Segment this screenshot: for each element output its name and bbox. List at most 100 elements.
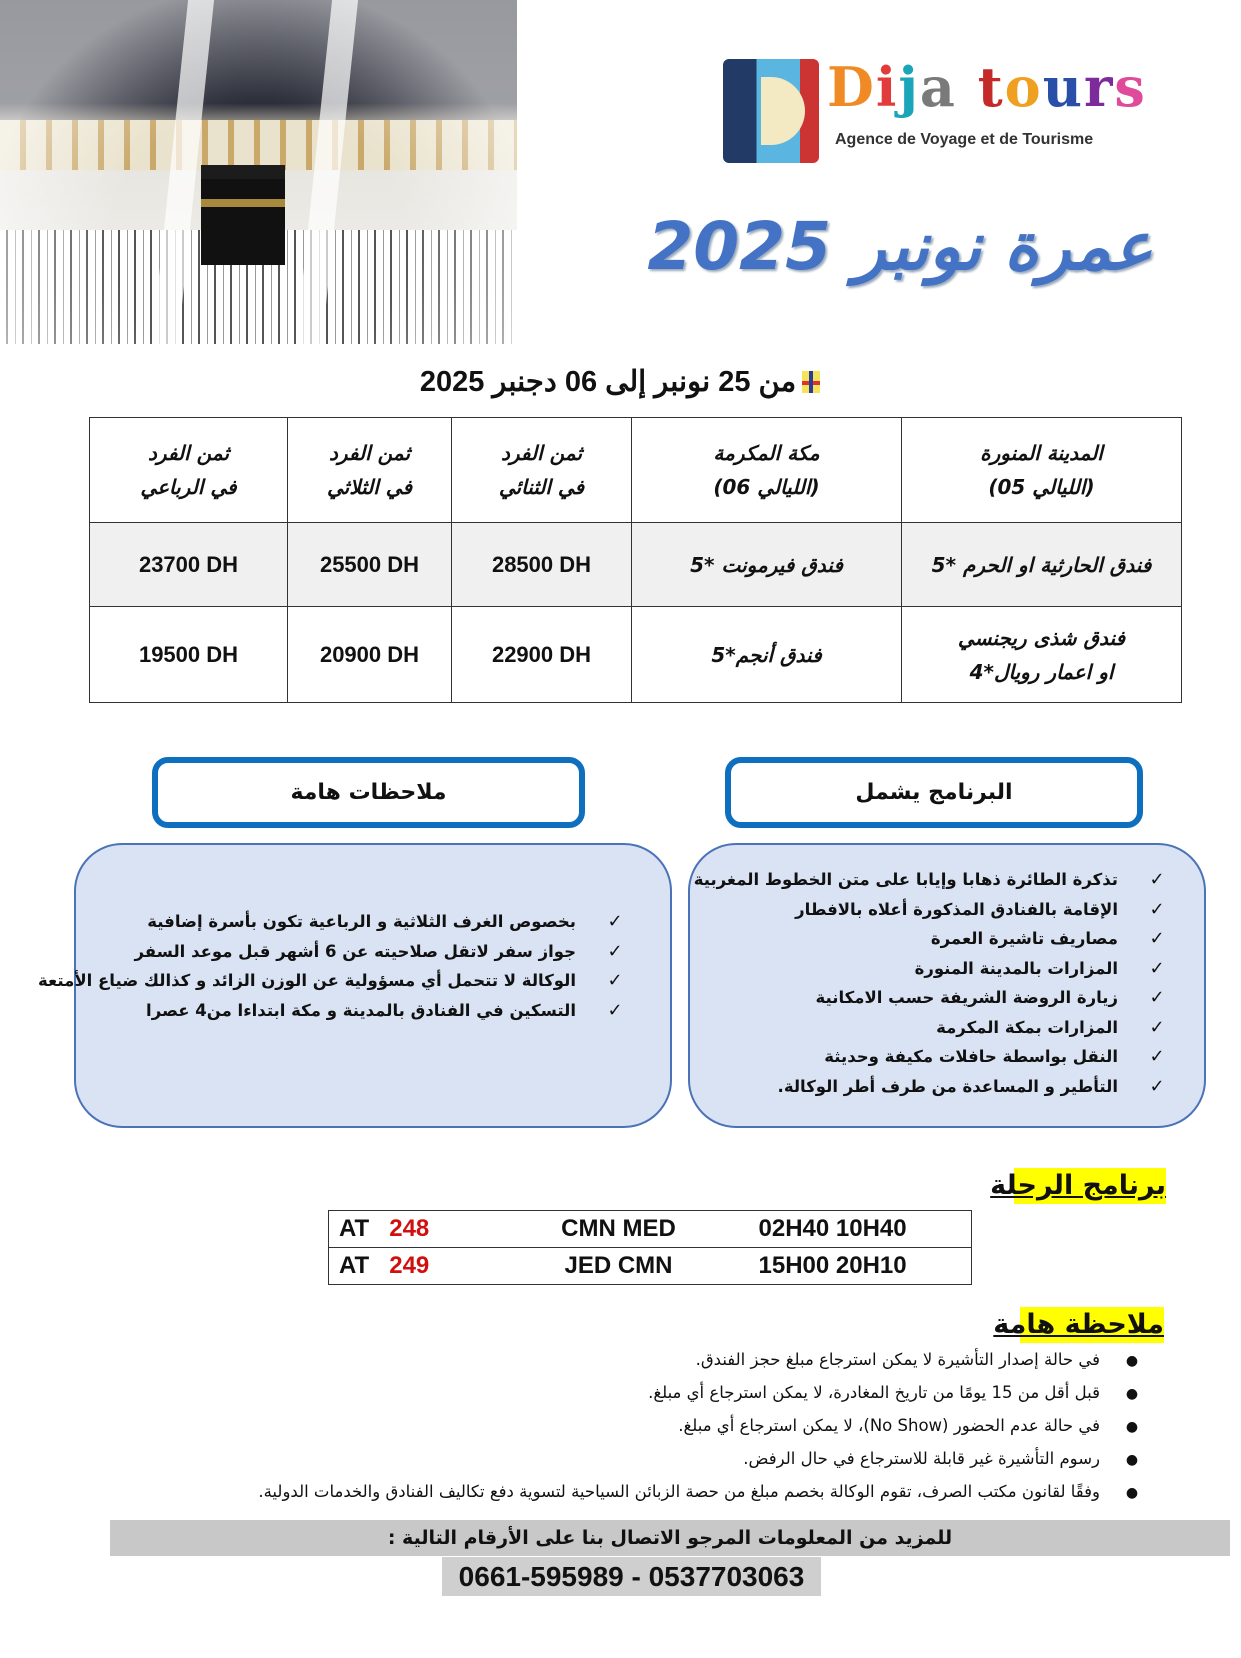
- kaaba-photo: [0, 0, 517, 344]
- list-item: ✓ النقل بواسطة حافلات مكيفة وحديثة: [690, 1042, 1174, 1072]
- logo-tagline: Agence de Voyage et de Tourisme: [835, 131, 1094, 148]
- list-item: ✓ تذكرة الطائرة ذهابا وإيابا على متن الخط…: [690, 865, 1174, 895]
- includes-list: ✓ تذكرة الطائرة ذهابا وإيابا على متن الخط…: [690, 865, 1174, 1101]
- list-item-text: وفقًا لقانون مكتب الصرف، تقوم الوكالة بخ…: [258, 1482, 1100, 1501]
- header-double: ثمن الفرد في الثنائي: [451, 417, 632, 523]
- list-item: ✓ الإقامة بالفنادق المذكورة أعلاه بالافطا…: [690, 895, 1174, 925]
- list-item-text: مصاريف تاشيرة العمرة: [930, 929, 1118, 948]
- logo-d-mark: [723, 59, 819, 163]
- includes-heading: البرنامج يشمل: [725, 757, 1143, 828]
- list-item: ✓ بخصوص الغرف الثلاثية و الرباعية تكون بأ…: [76, 907, 632, 937]
- table-header-row: المدينة المنورة (الليالي 05) مكة المكرمة(…: [89, 417, 1182, 523]
- price-quad: 23700 DH: [89, 522, 288, 607]
- list-item: ● في حالة إصدار التأشيرة لا يمكن استرجاع …: [180, 1344, 1150, 1377]
- bullet-icon: ●: [1125, 1419, 1139, 1435]
- list-item: ● وفقًا لقانون مكتب الصرف، تقوم الوكالة ب…: [180, 1476, 1150, 1509]
- list-item-text: تذكرة الطائرة ذهابا وإيابا على متن الخطو…: [693, 870, 1118, 889]
- list-item: ✓ مصاريف تاشيرة العمرة: [690, 924, 1174, 954]
- table-row: فندق الحارثية او الحرم *5 فندق فيرمونت *…: [89, 522, 1182, 607]
- trip-dates: من 25 نونبر إلى 06 دجنبر 2025: [300, 362, 940, 402]
- flight-times: 02H40 10H40: [728, 1210, 972, 1248]
- checkmark-icon: ✓: [607, 940, 623, 962]
- checkmark-icon: ✓: [1149, 987, 1165, 1008]
- flight-route: JED CMN: [508, 1247, 729, 1285]
- header-madinah: المدينة المنورة (الليالي 05): [901, 417, 1182, 523]
- checkmark-icon: ✓: [1149, 957, 1165, 979]
- list-item: ● رسوم التأشيرة غير قابلة للاسترجاع في حا…: [180, 1443, 1150, 1476]
- list-item-text: في حالة إصدار التأشيرة لا يمكن استرجاع م…: [695, 1350, 1100, 1369]
- bullet-icon: ●: [1125, 1386, 1139, 1402]
- makkah-hotel: فندق فيرمونت *5: [631, 522, 902, 607]
- logo-name: Dija tours: [827, 55, 1147, 119]
- page-title: عمرة نونبر 2025: [647, 208, 1153, 285]
- table-row: فندق شذى ريجنسي او اعمار رويال*4 فندق أنج…: [89, 606, 1182, 703]
- price-triple: 25500 DH: [287, 522, 452, 607]
- list-item: ✓ التسكين في الفنادق بالمدينة و مكة ابتدا…: [76, 996, 632, 1026]
- logo-letter: t: [977, 55, 1005, 119]
- checkmark-icon: ✓: [1149, 928, 1165, 949]
- contact-banner: للمزيد من المعلومات المرجو الاتصال بنا ع…: [110, 1520, 1230, 1556]
- list-item-text: بخصوص الغرف الثلاثية و الرباعية تكون بأس…: [147, 912, 576, 931]
- list-item-text: التأطير و المساعدة من طرف أطر الوكالة.: [777, 1076, 1118, 1096]
- flight-code: AT 248: [328, 1210, 509, 1248]
- makkah-hotel: فندق أنجم*5: [631, 606, 902, 703]
- list-item: ✓ المزارات بمكة المكرمة: [690, 1013, 1174, 1043]
- checkmark-icon: ✓: [607, 999, 623, 1021]
- checkmark-icon: ✓: [607, 911, 623, 932]
- flight-row: AT 248 CMN MED 02H40 10H40: [328, 1210, 972, 1248]
- header-quad: ثمن الفرد في الرباعي: [89, 417, 288, 523]
- flight-code: AT 249: [328, 1247, 509, 1285]
- logo-letter: s: [1114, 55, 1147, 119]
- price-double: 28500 DH: [451, 522, 632, 607]
- list-item-text: جواز سفر لاتقل صلاحيته عن 6 أشهر قبل موع…: [134, 941, 576, 961]
- bullet-icon: ●: [1125, 1353, 1139, 1369]
- logo-letter: [957, 55, 978, 119]
- list-item: ● قبل أقل من 15 يومًا من تاريخ المغادرة، …: [180, 1377, 1150, 1410]
- madinah-hotel: فندق شذى ريجنسي او اعمار رويال*4: [901, 606, 1182, 703]
- checkmark-icon: ✓: [1149, 869, 1165, 890]
- logo-letter: a: [919, 55, 957, 119]
- checkmark-icon: ✓: [1149, 1016, 1165, 1038]
- logo-letter: r: [1083, 55, 1115, 119]
- phone-numbers[interactable]: 0661-595989 - 0537703063: [442, 1557, 821, 1596]
- prices-table: المدينة المنورة (الليالي 05) مكة المكرمة(…: [89, 417, 1182, 703]
- list-item: ✓ المزارات بالمدينة المنورة: [690, 954, 1174, 984]
- list-item: ✓ الوكالة لا تتحمل أي مسؤولية عن الوزن ال…: [38, 966, 632, 996]
- list-item: ✓ زيارة الروضة الشريفة حسب الامكانية: [690, 983, 1174, 1013]
- dija-tours-logo: Dija tours Agence de Voyage et de Touris…: [723, 55, 1145, 163]
- list-item-text: الوكالة لا تتحمل أي مسؤولية عن الوزن الز…: [38, 971, 576, 990]
- flight-program-heading: برنامج الرحلة: [990, 1168, 1166, 1204]
- list-item-text: رسوم التأشيرة غير قابلة للاسترجاع في حال…: [743, 1449, 1100, 1468]
- notes-heading: ملاحظات هامة: [152, 757, 585, 828]
- logo-letter: D: [827, 55, 876, 119]
- header-triple: ثمن الفرد في الثلاثي: [287, 417, 452, 523]
- important-note-heading: ملاحظة هامة: [993, 1307, 1164, 1343]
- list-item-text: الإقامة بالفنادق المذكورة أعلاه بالافطار: [795, 899, 1118, 919]
- price-double: 22900 DH: [451, 606, 632, 703]
- notes-panel: ✓ بخصوص الغرف الثلاثية و الرباعية تكون بأ…: [38, 843, 672, 1128]
- list-item-text: المزارات بالمدينة المنورة: [914, 958, 1118, 978]
- logo-letter: u: [1042, 55, 1084, 119]
- includes-panel: ✓ تذكرة الطائرة ذهابا وإيابا على متن الخط…: [688, 843, 1206, 1128]
- notes-list: ✓ بخصوص الغرف الثلاثية و الرباعية تكون بأ…: [38, 907, 632, 1026]
- flight-row: AT 249 JED CMN 15H00 20H10: [328, 1247, 972, 1285]
- important-note-list: ● في حالة إصدار التأشيرة لا يمكن استرجاع …: [180, 1344, 1150, 1509]
- madinah-hotel: فندق الحارثية او الحرم *5: [901, 522, 1182, 607]
- flight-times: 15H00 20H10: [728, 1247, 972, 1285]
- header-makkah: مكة المكرمة (الليالي 06): [631, 417, 902, 523]
- list-item-text: قبل أقل من 15 يومًا من تاريخ المغادرة، ل…: [648, 1383, 1100, 1402]
- logo-letter: o: [1004, 55, 1043, 119]
- flight-route: CMN MED: [508, 1210, 729, 1248]
- list-item: ✓ جواز سفر لاتقل صلاحيته عن 6 أشهر قبل مو…: [76, 937, 632, 967]
- list-item-text: النقل بواسطة حافلات مكيفة وحديثة: [824, 1047, 1118, 1066]
- flights-table: AT 248 CMN MED 02H40 10H40 AT 249 JED CM…: [328, 1210, 972, 1285]
- list-item-text: التسكين في الفنادق بالمدينة و مكة ابتداء…: [146, 1000, 576, 1020]
- logo-letter: i: [875, 55, 899, 119]
- list-item-text: في حالة عدم الحضور (No Show)، لا يمكن اس…: [678, 1416, 1100, 1435]
- list-item: ✓ التأطير و المساعدة من طرف أطر الوكالة.: [690, 1072, 1174, 1102]
- checkmark-icon: ✓: [1149, 1046, 1165, 1067]
- price-quad: 19500 DH: [89, 606, 288, 703]
- checkmark-icon: ✓: [607, 970, 623, 991]
- checkmark-icon: ✓: [1149, 898, 1165, 920]
- trip-dates-text: من 25 نونبر إلى 06 دجنبر 2025: [419, 366, 797, 398]
